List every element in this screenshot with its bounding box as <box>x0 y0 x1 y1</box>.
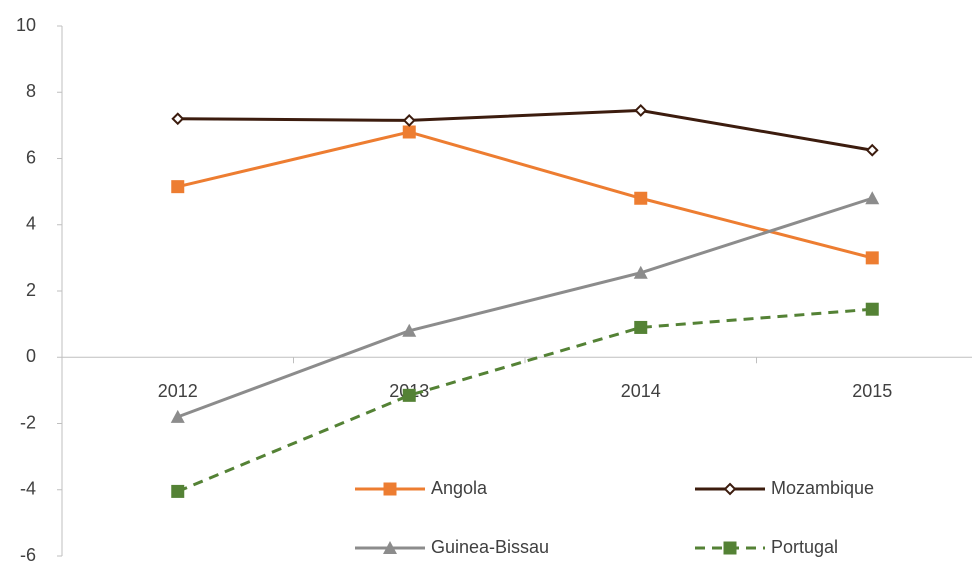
legend-marker <box>383 482 397 496</box>
marker <box>402 125 416 139</box>
y-tick-label: -4 <box>20 479 36 499</box>
y-tick-label: -6 <box>20 545 36 564</box>
x-tick-label: 2012 <box>158 381 198 401</box>
marker <box>634 320 648 334</box>
legend-label: Guinea-Bissau <box>431 537 549 557</box>
y-tick-label: 2 <box>26 280 36 300</box>
legend-label: Portugal <box>771 537 838 557</box>
line <box>177 108 873 152</box>
marker <box>171 180 185 194</box>
legend-marker <box>723 541 737 555</box>
marker <box>634 104 648 117</box>
marker <box>633 265 648 279</box>
series <box>171 104 879 157</box>
marker <box>170 409 185 423</box>
marker <box>865 251 879 265</box>
y-tick-label: 10 <box>16 15 36 35</box>
marker <box>402 323 417 337</box>
y-tick-label: -2 <box>20 412 36 432</box>
marker <box>865 143 879 157</box>
series <box>171 125 879 265</box>
marker <box>402 388 416 402</box>
marker <box>171 112 185 126</box>
y-tick-label: 0 <box>26 346 36 366</box>
legend-entry: Portugal <box>695 537 838 557</box>
marker <box>634 191 648 205</box>
y-tick-label: 6 <box>26 147 36 167</box>
line <box>177 130 873 260</box>
series <box>170 191 880 423</box>
y-tick-label: 8 <box>26 81 36 101</box>
legend-marker <box>383 541 397 554</box>
legend-entry: Angola <box>355 478 488 498</box>
legend-label: Mozambique <box>771 478 874 498</box>
marker <box>865 302 879 316</box>
line <box>177 307 873 493</box>
legend-label: Angola <box>431 478 488 498</box>
legend-entry: Mozambique <box>695 478 874 498</box>
marker <box>402 113 416 127</box>
x-tick-label: 2014 <box>621 381 661 401</box>
x-tick-label: 2015 <box>852 381 892 401</box>
line <box>177 196 873 419</box>
series <box>171 302 879 498</box>
legend-entry: Guinea-Bissau <box>355 537 549 557</box>
y-tick-label: 4 <box>26 214 36 234</box>
marker <box>171 484 185 498</box>
legend-marker <box>723 482 737 496</box>
marker <box>865 191 880 205</box>
